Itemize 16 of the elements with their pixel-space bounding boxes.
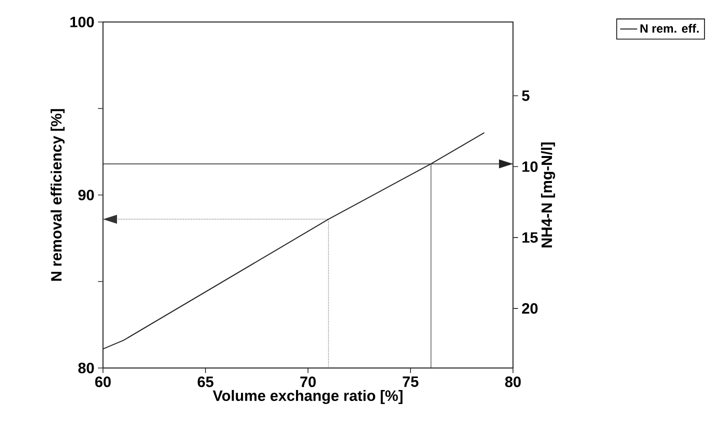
x-tick-label: 60 [95,376,111,388]
y-tick-label: 90 [78,190,94,200]
y2-tick-label: 5 [522,90,530,101]
x-tick-label: 80 [505,376,521,388]
y2-tick-label: 10 [522,161,538,172]
y-tick-label: 80 [78,362,94,374]
y2-axis-title: NH4-N [mg-N/l] [541,142,556,248]
y-axis-title: N removal efficiency [%] [50,109,65,281]
y2-tick-label: 15 [522,232,538,243]
y-tick-label: 100 [70,16,94,28]
x-axis-title: Volume exchange ratio [%] [212,390,402,404]
legend-label: N rem. eff. [640,24,699,33]
y2-tick-label: 20 [522,303,538,314]
x-tick-label: 70 [300,376,316,388]
x-tick-label: 65 [198,376,214,388]
x-tick-label: 75 [402,376,418,387]
